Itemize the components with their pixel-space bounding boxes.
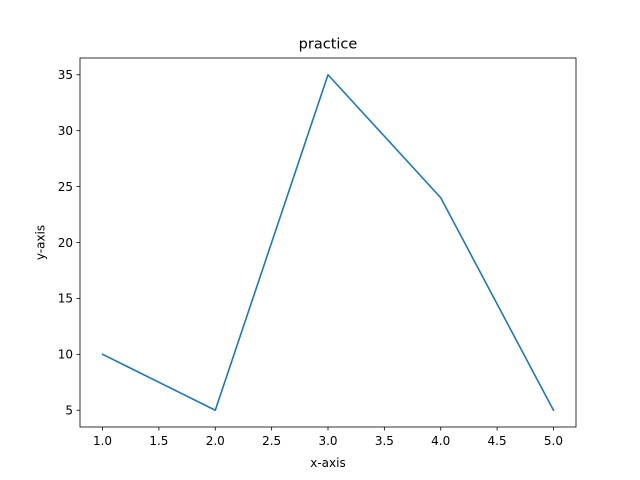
x-tick-label: 1.0 xyxy=(93,434,112,448)
y-tick-label: 35 xyxy=(58,68,73,82)
plot-frame xyxy=(79,57,577,428)
x-axis-ticks: 1.0 1.5 2.0 2.5 3.0 3.5 4.0 4.5 5.0 xyxy=(93,427,563,448)
x-tick-label: 3.0 xyxy=(318,434,337,448)
y-tick-label: 5 xyxy=(65,404,73,418)
y-axis-label: y-axis xyxy=(34,225,48,260)
plot-area xyxy=(80,58,576,427)
x-tick-label: 3.5 xyxy=(375,434,394,448)
y-tick-label: 15 xyxy=(58,292,73,306)
series-line-0 xyxy=(101,73,555,412)
series-layer xyxy=(101,73,555,412)
chart-title: practice xyxy=(299,37,358,53)
x-tick-label: 2.5 xyxy=(262,434,281,448)
x-axis-label: x-axis xyxy=(310,456,345,470)
x-tick-label: 4.0 xyxy=(431,434,450,448)
y-tick-label: 10 xyxy=(58,348,73,362)
x-tick-label: 4.5 xyxy=(488,434,507,448)
y-tick-label: 30 xyxy=(58,124,73,138)
x-tick-label: 5.0 xyxy=(544,434,563,448)
y-tick-label: 25 xyxy=(58,180,73,194)
x-tick-label: 1.5 xyxy=(149,434,168,448)
y-tick-label: 20 xyxy=(58,236,73,250)
x-tick-label: 2.0 xyxy=(206,434,225,448)
y-axis-ticks: 5 10 15 20 25 30 35 xyxy=(58,68,80,418)
